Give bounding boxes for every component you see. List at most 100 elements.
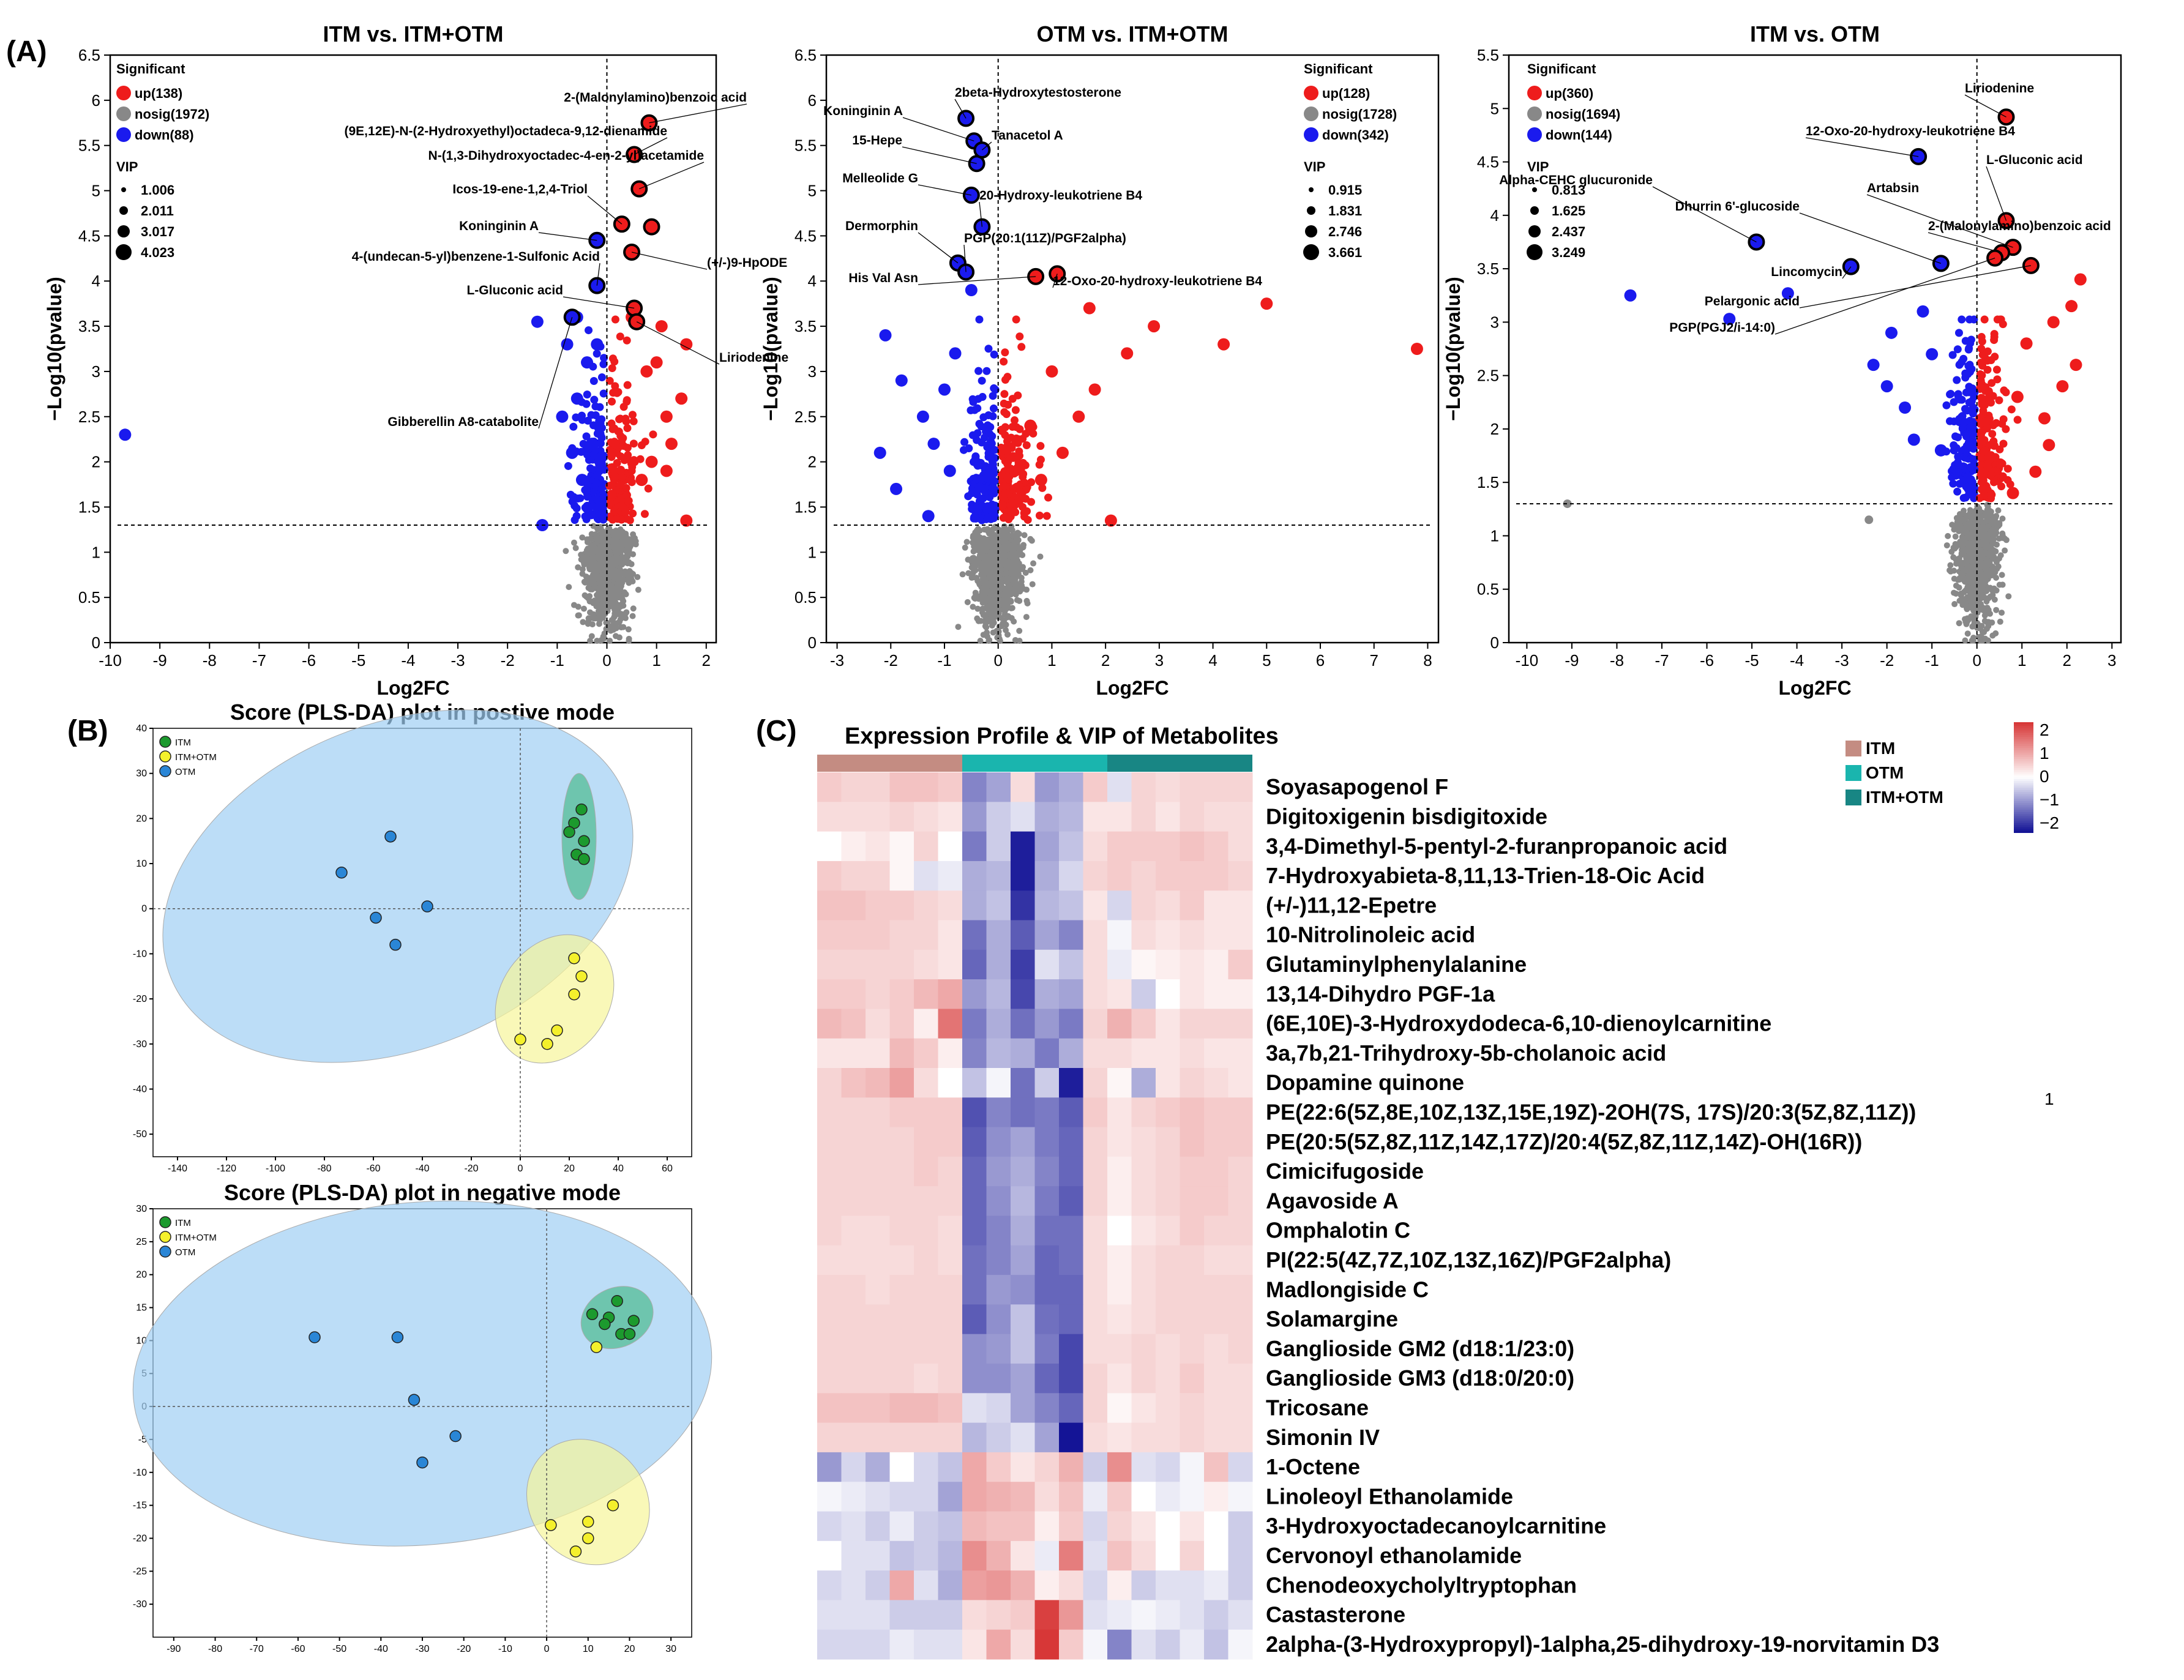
nosig-point [1989,619,1995,626]
heatmap-cell [1204,831,1228,862]
score-point [586,1308,599,1321]
nosig-point [979,599,986,606]
annotation-label: Tanacetol A [992,129,1063,143]
legend-swatch [159,736,171,748]
heatmap-cell [962,1127,987,1157]
nosig-point [1008,523,1015,530]
heatmap-cell [866,1334,890,1364]
nosig-point [1958,550,1965,556]
vip-legend-title: VIP [1527,159,1549,174]
heatmap-cell [914,1186,938,1216]
score-point [590,1341,603,1353]
heatmap-cell [1131,861,1156,891]
heatmap-cell [841,831,866,862]
heatmap-cell [938,979,963,1009]
vip-label: 2.746 [1328,224,1362,239]
heatmap-cell [1083,1334,1108,1364]
up-point [629,417,638,425]
legend-label: ITM+OTM [175,1233,217,1243]
down-point [943,465,956,477]
heatmap-cell [1156,1452,1180,1482]
nosig-point [587,638,594,644]
heatmap-cell [1228,1215,1253,1246]
y-tick-label: 10 [136,859,147,869]
heatmap-cell [1034,1038,1060,1069]
x-tick-label: -80 [208,1644,222,1654]
nosig-point [1037,553,1044,560]
heatmap-cell [1180,1275,1205,1305]
heatmap-cell [1180,1097,1205,1128]
group-bar [817,755,962,772]
heatmap-cell [938,920,963,950]
nosig-point [1992,531,1999,537]
leader-line [1928,232,2002,253]
nosig-point [1997,618,2003,625]
heatmap-cell [1204,1275,1228,1305]
annotated-point [643,218,660,236]
heatmap-cell [1204,1009,1228,1039]
up-point [1999,415,2008,424]
heatmap-cell [1131,1156,1156,1187]
annotation-label: Liriodenine [719,351,788,365]
legend-label: up(360) [1546,86,1593,101]
heatmap-cell [1204,1334,1228,1364]
nosig-point [975,556,982,563]
up-point [1010,416,1019,425]
nosig-point [572,545,579,551]
heatmap-cell [1059,1275,1083,1305]
chart-title: ITM vs. ITM+OTM [323,21,503,47]
nosig-point [1021,532,1028,539]
heatmap-cell [1083,1600,1108,1630]
heatmap-cell [914,1038,938,1069]
heatmap-cell [1059,949,1083,980]
down-point [572,504,581,512]
up-point [1988,490,1996,499]
heatmap-cell [1180,1215,1205,1246]
y-tick-label: -15 [133,1501,147,1511]
heatmap-cell [817,1186,842,1216]
y-tick-label: 0 [141,904,147,914]
heatmap-cell [1083,920,1108,950]
heatmap-cell [938,1186,963,1216]
heatmap-cell [914,1452,938,1482]
heatmap-cell [1059,772,1083,802]
heatmap-cell [1083,1127,1108,1157]
up-point [627,466,636,475]
vip-label: 1.006 [141,182,174,198]
down-point [561,338,574,351]
heatmap-cell [866,1570,890,1600]
heatmap-cell [817,1452,842,1482]
heatmap-cell [1204,1364,1228,1394]
x-tick-label: 2 [1101,651,1110,670]
up-point [2006,487,2019,499]
up-point [1148,320,1161,333]
nosig-point [1989,563,1996,570]
down-point [589,421,598,430]
down-point [1907,433,1920,446]
down-point [968,395,977,403]
heatmap-cell [1228,802,1253,832]
vip-label: 3.661 [1328,245,1362,260]
down-point [593,452,601,460]
heatmap-cell [1204,1540,1228,1571]
heatmap-cell [866,1275,890,1305]
heatmap-cell [1156,1275,1180,1305]
heatmap-cell [817,1482,842,1512]
heatmap-cell [1204,1186,1228,1216]
heatmap-cell [841,861,866,891]
x-tick-label: -9 [1565,651,1579,670]
heatmap-cell [1011,1038,1035,1069]
y-tick-label: 25 [136,1237,147,1247]
heatmap-cell [1107,1127,1132,1157]
colorbar-cell [2014,814,2033,816]
nosig-point [618,601,625,608]
up-point [1217,338,1230,351]
colorbar-cell [2014,803,2033,805]
nosig-point [970,603,976,610]
nosig-point [589,571,596,578]
down-point [566,490,575,499]
y-tick-label: 3.5 [78,317,100,335]
nosig-point [575,612,582,619]
heatmap-cell [1107,920,1132,950]
